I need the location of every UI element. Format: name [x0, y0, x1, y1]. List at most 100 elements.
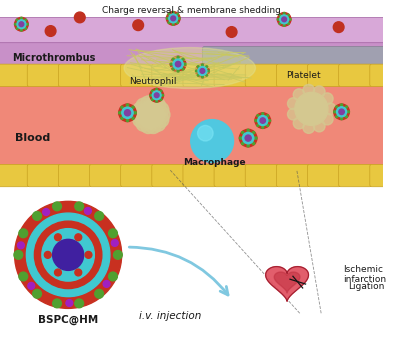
Circle shape — [191, 120, 234, 163]
Circle shape — [170, 63, 172, 65]
Polygon shape — [266, 267, 309, 301]
Circle shape — [14, 251, 23, 259]
Circle shape — [19, 272, 28, 281]
FancyBboxPatch shape — [339, 64, 372, 87]
Circle shape — [122, 107, 133, 119]
FancyBboxPatch shape — [214, 64, 247, 87]
Circle shape — [348, 111, 349, 113]
Circle shape — [119, 111, 121, 114]
FancyArrowPatch shape — [129, 247, 228, 295]
Circle shape — [245, 135, 251, 141]
Circle shape — [162, 94, 164, 96]
Circle shape — [334, 111, 336, 113]
Circle shape — [257, 115, 259, 117]
Circle shape — [169, 14, 178, 23]
Circle shape — [84, 208, 91, 214]
Circle shape — [172, 11, 174, 13]
Circle shape — [200, 69, 205, 73]
Circle shape — [34, 221, 102, 289]
Circle shape — [17, 20, 26, 29]
Circle shape — [170, 56, 186, 72]
Circle shape — [109, 229, 117, 237]
Circle shape — [293, 89, 305, 100]
Circle shape — [267, 124, 269, 126]
Circle shape — [133, 102, 149, 118]
Circle shape — [177, 56, 179, 58]
Circle shape — [75, 234, 82, 241]
Circle shape — [339, 109, 344, 115]
Circle shape — [226, 27, 237, 37]
Circle shape — [121, 106, 123, 109]
Circle shape — [346, 106, 348, 108]
Circle shape — [150, 98, 165, 114]
Text: Microthrombus: Microthrombus — [12, 53, 95, 63]
FancyBboxPatch shape — [308, 164, 340, 187]
Circle shape — [166, 12, 180, 25]
Circle shape — [119, 104, 136, 121]
FancyBboxPatch shape — [121, 64, 154, 87]
Circle shape — [126, 104, 128, 106]
Circle shape — [154, 107, 170, 122]
Circle shape — [280, 15, 288, 24]
Circle shape — [95, 289, 104, 298]
FancyBboxPatch shape — [308, 64, 340, 87]
Text: Ligation: Ligation — [348, 283, 385, 291]
Circle shape — [283, 12, 285, 14]
Circle shape — [334, 104, 349, 120]
Circle shape — [253, 142, 255, 145]
Circle shape — [28, 283, 35, 289]
Circle shape — [166, 17, 168, 19]
Circle shape — [202, 76, 203, 78]
Circle shape — [26, 23, 28, 25]
Circle shape — [288, 98, 299, 109]
Circle shape — [145, 118, 161, 133]
Circle shape — [336, 116, 338, 118]
FancyBboxPatch shape — [276, 64, 309, 87]
Circle shape — [202, 64, 203, 66]
Circle shape — [74, 12, 85, 23]
FancyBboxPatch shape — [89, 64, 123, 87]
Circle shape — [19, 229, 28, 237]
Circle shape — [53, 239, 84, 271]
Text: Macrophage: Macrophage — [183, 158, 245, 167]
Text: Ischemic
infarction: Ischemic infarction — [344, 264, 387, 284]
FancyBboxPatch shape — [0, 64, 29, 87]
Circle shape — [324, 103, 336, 115]
Circle shape — [175, 61, 181, 67]
Circle shape — [132, 107, 147, 122]
Text: Neutrophil: Neutrophil — [129, 77, 177, 86]
Circle shape — [25, 28, 26, 29]
Circle shape — [152, 91, 161, 100]
Circle shape — [333, 22, 344, 33]
Circle shape — [279, 23, 281, 24]
Circle shape — [53, 202, 61, 211]
Circle shape — [242, 142, 244, 145]
Circle shape — [313, 86, 325, 98]
Circle shape — [173, 59, 183, 69]
Circle shape — [141, 118, 156, 133]
Circle shape — [145, 96, 161, 111]
FancyBboxPatch shape — [0, 164, 29, 187]
Circle shape — [208, 70, 209, 72]
Circle shape — [247, 129, 249, 131]
FancyBboxPatch shape — [183, 164, 216, 187]
Circle shape — [45, 26, 56, 37]
Circle shape — [160, 90, 162, 92]
Circle shape — [33, 212, 41, 220]
FancyBboxPatch shape — [370, 164, 394, 187]
FancyBboxPatch shape — [89, 164, 123, 187]
Circle shape — [136, 98, 152, 114]
FancyBboxPatch shape — [0, 78, 385, 172]
Circle shape — [247, 144, 249, 147]
FancyBboxPatch shape — [203, 47, 385, 76]
Circle shape — [121, 117, 123, 119]
Circle shape — [260, 118, 266, 123]
Circle shape — [239, 137, 242, 139]
Circle shape — [313, 120, 325, 132]
Circle shape — [54, 234, 61, 241]
Circle shape — [303, 84, 314, 96]
Circle shape — [17, 242, 24, 249]
Text: Charge reversal & membrane shedding: Charge reversal & membrane shedding — [102, 6, 281, 15]
Circle shape — [288, 108, 299, 120]
Circle shape — [152, 99, 153, 100]
